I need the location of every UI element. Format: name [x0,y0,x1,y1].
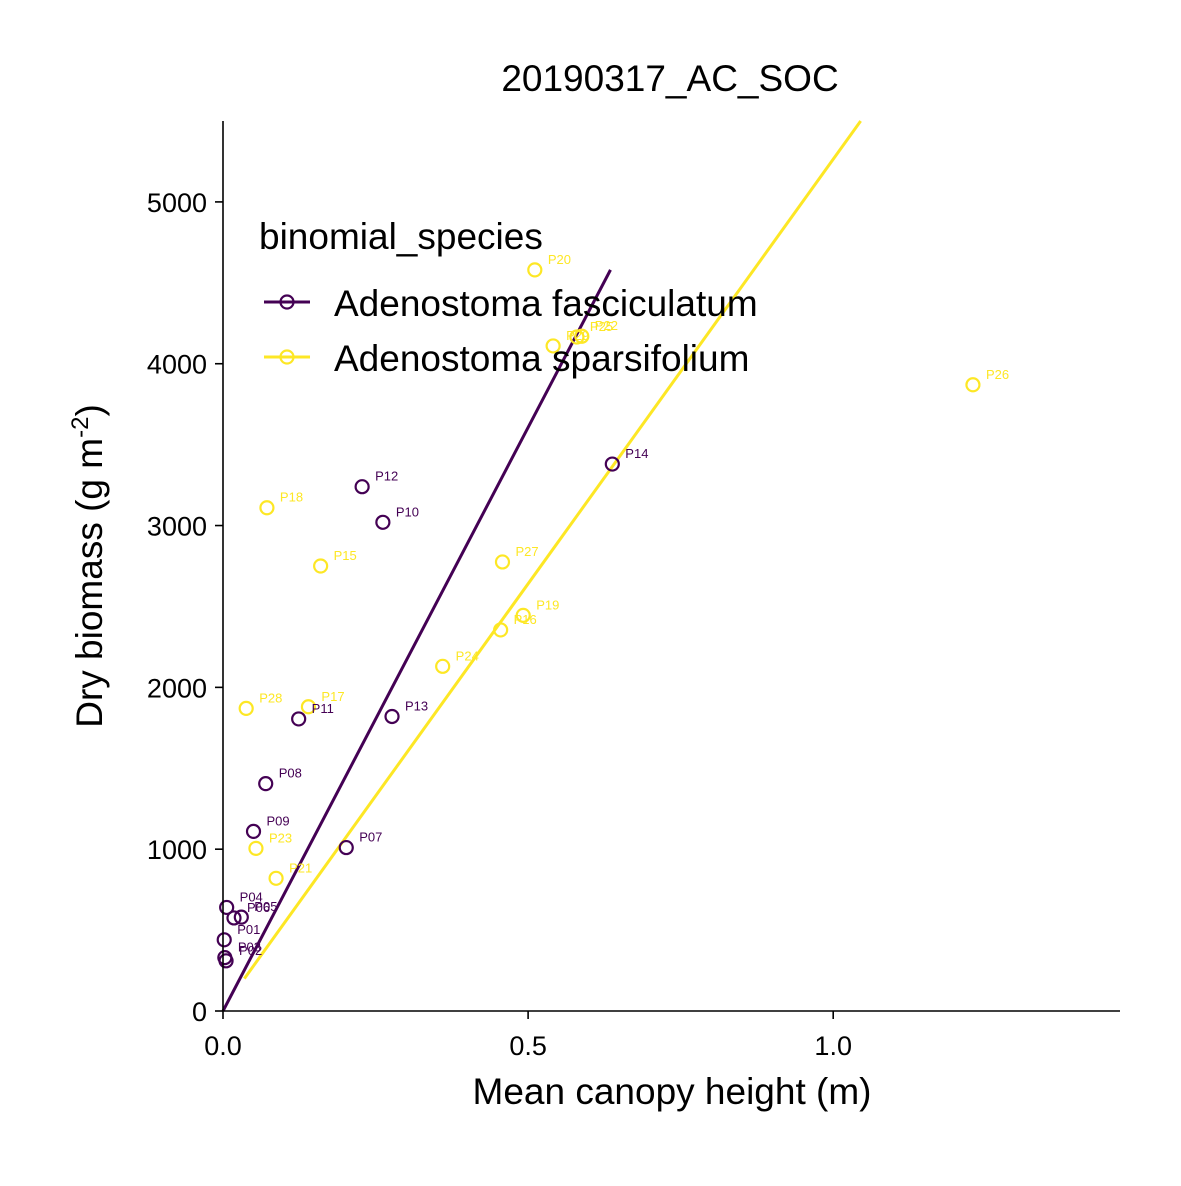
data-point-p28 [238,700,254,717]
fit-line-series-1 [243,120,862,980]
point-label-p11: P11 [312,701,334,716]
legend-item-adenostoma-fasciculatum: Adenostoma fasciculatum [264,283,758,324]
point-label-p05: P05 [254,899,277,914]
data-point-p16 [493,622,509,638]
point-label-p29: P29 [566,328,589,343]
fit-lines [221,120,862,1012]
legend: binomial_species Adenostoma fasciculatum… [259,216,758,379]
data-point-p06 [226,910,242,926]
data-point-p18 [259,500,275,516]
point-label-p28: P28 [259,690,282,705]
point-label-p09: P09 [267,813,290,828]
data-point-p13 [384,708,400,725]
data-point-p25 [569,329,585,345]
y-tick-label: 0 [192,997,207,1027]
y-tick-label: 5000 [147,188,207,218]
point-label-p03: P03 [238,940,261,955]
point-label-p18: P18 [280,490,303,505]
data-point-p11 [291,711,307,727]
legend-label: Adenostoma fasciculatum [334,283,758,324]
y-axis-title-superscript: -2 [67,417,94,438]
x-tick-label: 1.0 [814,1031,852,1061]
y-tick-label: 1000 [147,835,207,865]
data-point-p17 [300,699,317,715]
point-label-p26: P26 [986,367,1009,382]
legend-label: Adenostoma sparsifolium [334,338,749,379]
point-label-p04: P04 [240,889,263,904]
point-label-p16: P16 [514,612,537,627]
y-tick-label: 4000 [147,350,207,380]
data-point-p14 [604,456,620,472]
point-label-p27: P27 [515,544,538,559]
axes [222,121,1120,1012]
point-label-p07: P07 [359,830,382,845]
axis-ticks: 0.0 0.5 1.0 0 1000 2000 3000 4000 5000 [147,188,852,1061]
point-label-p15: P15 [334,548,357,563]
point-label-p19: P19 [536,597,559,612]
point-label-p20: P20 [548,252,571,267]
y-axis-title: Dry biomass (g m-2) [67,404,110,728]
y-tick-label: 2000 [147,673,207,703]
data-point-p04 [219,899,235,916]
data-point-p01 [216,932,232,948]
y-axis-title-main: Dry biomass (g m [69,438,110,728]
point-label-p13: P13 [405,698,428,713]
legend-title: binomial_species [259,216,543,257]
data-point-p09 [245,823,262,839]
data-point-p23 [248,840,264,856]
point-label-p12: P12 [375,469,398,484]
data-point-p19 [515,607,531,623]
point-label-p01: P01 [237,922,260,937]
data-point-p29 [545,338,561,354]
legend-item-adenostoma-sparsifolium: Adenostoma sparsifolium [264,338,749,379]
data-point-p15 [313,558,329,574]
point-label-p08: P08 [279,766,302,781]
y-tick-label: 3000 [147,512,207,542]
data-point-p24 [435,658,451,674]
legend-key-circle [279,349,295,365]
point-label-p23: P23 [269,830,292,845]
point-label-p21: P21 [289,860,312,875]
data-point-p12 [354,479,370,495]
point-label-p22: P22 [595,318,618,333]
y-axis-title-close: ) [69,404,110,416]
point-label-p17: P17 [321,689,344,704]
chart-title: 20190317_AC_SOC [501,58,838,99]
x-tick-label: 0.5 [509,1031,547,1061]
point-label-p02: P02 [239,943,262,958]
point-label-p24: P24 [456,648,479,663]
data-points [216,262,981,969]
data-point-p05 [233,909,249,925]
point-label-p14: P14 [625,446,648,461]
fit-line-series-0 [221,269,612,1012]
data-point-p07 [338,839,354,856]
point-label-p06: P06 [247,900,270,915]
data-point-p27 [494,554,511,570]
data-point-p08 [258,776,274,792]
point-label-p25: P25 [590,319,613,334]
x-axis-title: Mean canopy height (m) [473,1071,872,1112]
data-point-p20 [527,262,543,278]
data-point-p03 [217,949,233,966]
data-point-p21 [268,870,284,886]
data-point-p10 [375,514,391,530]
x-tick-label: 0.0 [204,1031,242,1061]
legend-key-circle [279,294,295,310]
point-label-p10: P10 [396,504,419,519]
data-point-p26 [965,377,981,393]
